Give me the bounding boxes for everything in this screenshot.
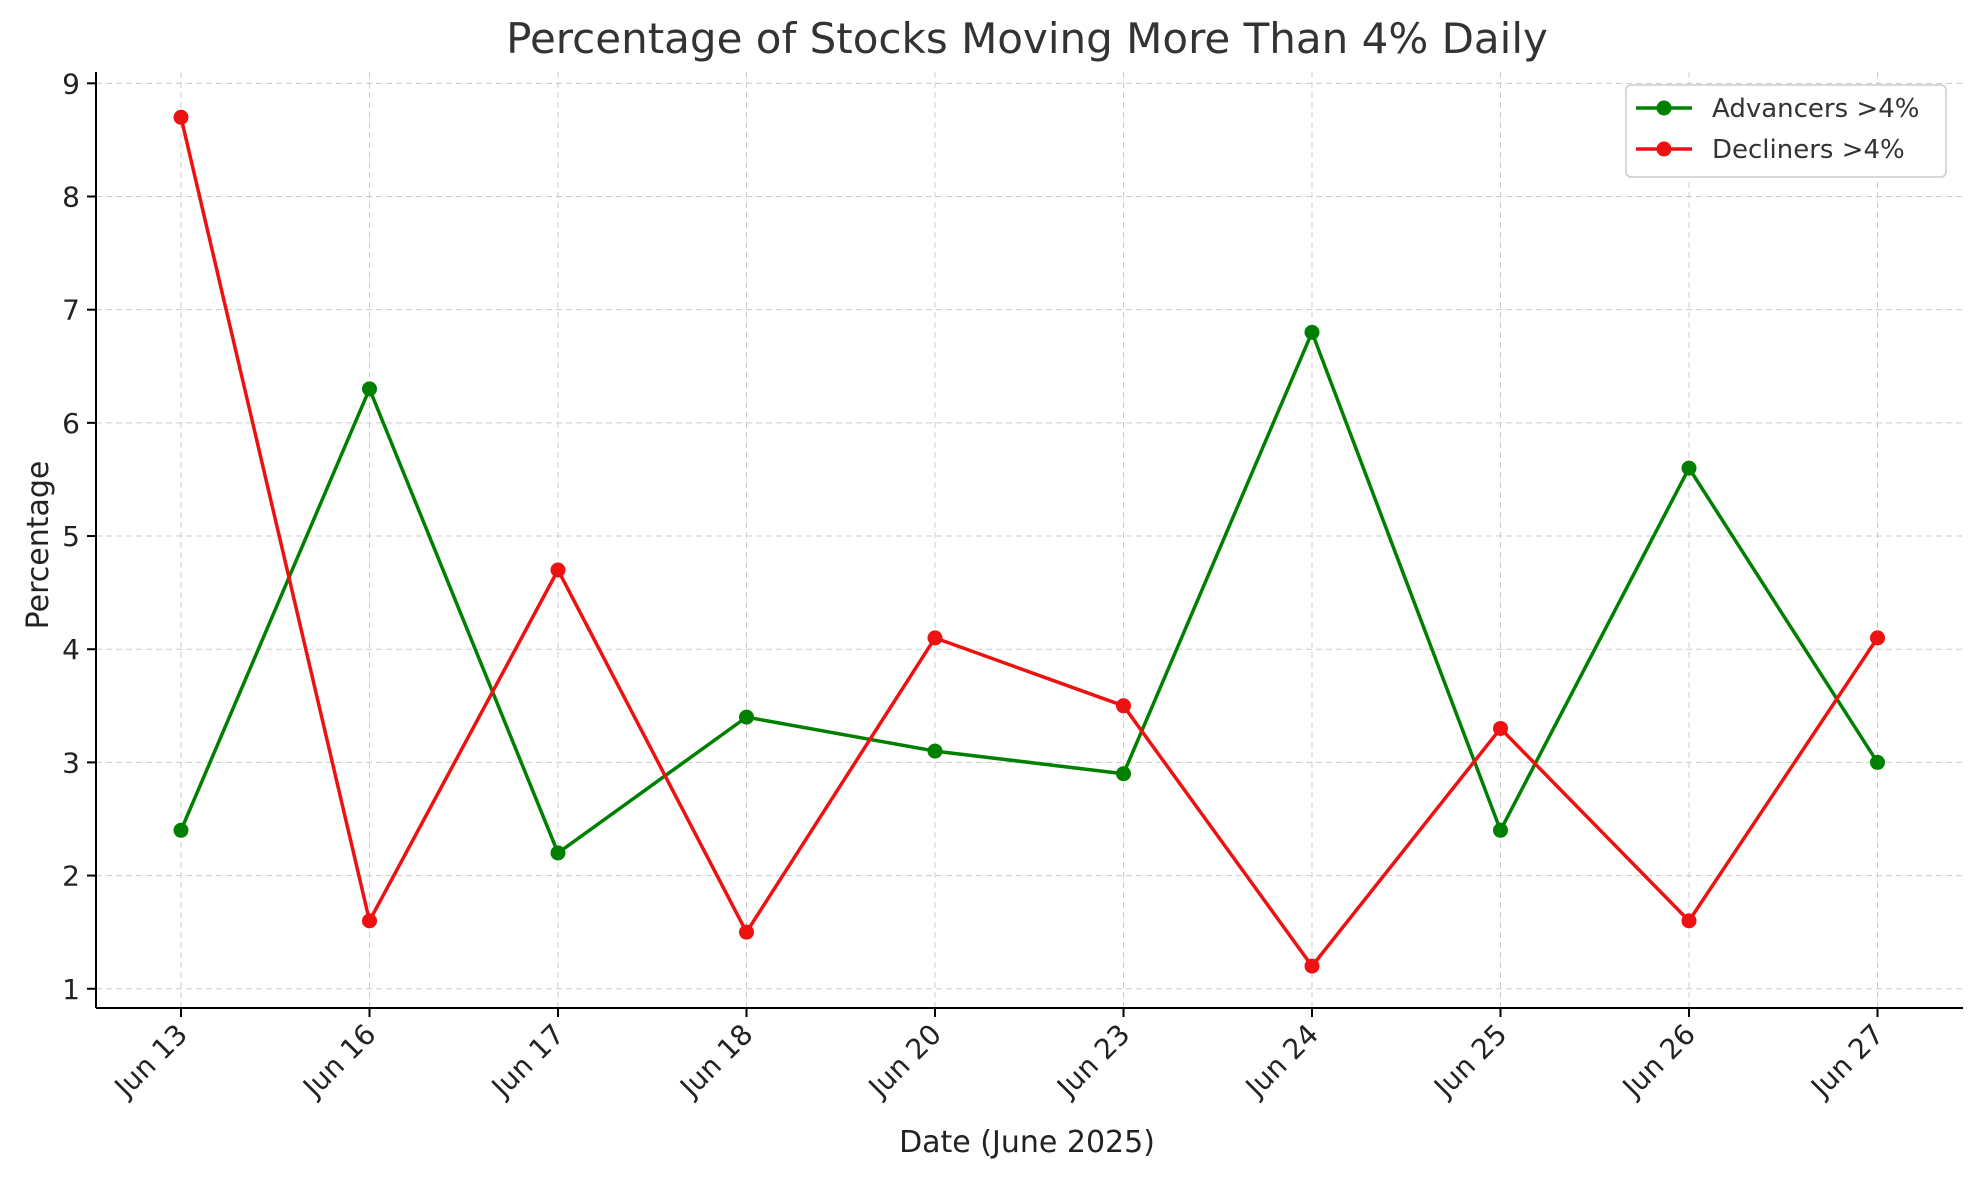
decliners-point [362,913,377,929]
y-tick-label: 1 [62,973,80,1006]
decliners-point [1870,630,1885,646]
advancers-point [362,381,377,397]
advancers-point [927,743,943,759]
advancers-line [179,330,1879,855]
x-tick-label: Jun 27 [1803,1018,1890,1105]
series-layer [173,109,1885,974]
chart-title: Percentage of Stocks Moving More Than 4%… [506,14,1548,63]
y-tick-label: 6 [62,407,80,440]
x-tick-label: Jun 16 [295,1018,382,1105]
legend-advancers-marker [1656,100,1672,116]
y-tick-label: 5 [62,520,80,553]
legend-box [1625,84,1947,178]
series-advancers [173,324,1885,861]
y-axis-label: Percentage [21,461,56,630]
x-tick-label: Jun 26 [1615,1018,1702,1105]
decliners-line [179,116,1879,968]
x-tick-label: Jun 20 [861,1018,948,1105]
decliners-point [1681,913,1697,929]
series-decliners [173,109,1885,974]
advancers-point [1304,324,1320,340]
advancers-point [173,822,189,838]
x-tick-label: Jun 23 [1049,1018,1136,1105]
legend-advancers-label: Advancers >4% [1712,94,1919,124]
decliners-point [739,924,754,940]
advancers-point [550,845,566,861]
y-tick-label: 9 [62,67,80,100]
x-tick-label: Jun 18 [672,1018,759,1105]
y-tick-label: 3 [62,746,80,779]
x-tick-label: Jun 17 [484,1018,571,1105]
legend-decliners-marker [1656,141,1672,157]
advancers-point [1493,822,1508,838]
decliners-point [1493,720,1508,736]
x-tick-label: Jun 13 [107,1018,194,1105]
legend-decliners-label: Decliners >4% [1712,135,1905,165]
axes: 1 2 3 4 5 6 7 8 9 Jun 13 Jun 16 Jun 17 Jun 18 Jun 20 J… [62,67,1963,1105]
advancers-point [739,709,754,725]
y-tick-label: 7 [62,294,80,327]
advancers-point [1681,460,1697,476]
y-tick-label: 4 [62,633,80,666]
x-tick-label: Jun 24 [1238,1018,1325,1105]
decliners-point [1304,958,1320,974]
y-tick-label: 8 [62,180,80,213]
decliners-point [927,630,943,646]
decliners-point [550,562,566,578]
advancers-point [1870,754,1885,770]
y-tick-label: 2 [62,860,80,893]
decliners-point [1116,698,1131,714]
legend: Advancers >4% Decliners >4% [1625,84,1947,178]
grid [96,72,1963,1008]
x-tick-label: Jun 25 [1426,1018,1513,1105]
decliners-point [173,109,189,125]
x-axis-label: Date (June 2025) [899,1125,1155,1160]
advancers-point [1116,766,1131,782]
